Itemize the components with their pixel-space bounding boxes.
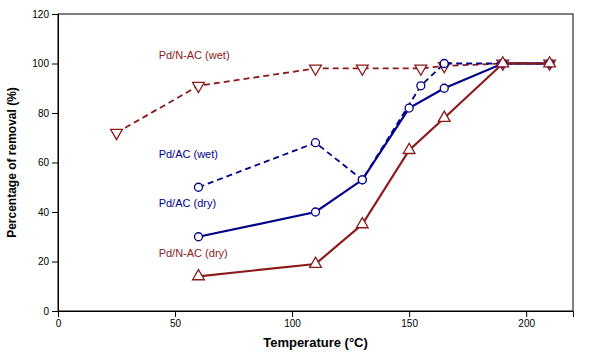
tick: 100 bbox=[284, 311, 301, 329]
tick-label: 50 bbox=[170, 318, 182, 329]
tick-label: 0 bbox=[56, 318, 62, 329]
tick: 50 bbox=[170, 311, 182, 329]
annotation: Pd/N-AC (dry) bbox=[159, 247, 228, 259]
tick-label: 40 bbox=[38, 207, 50, 218]
tick: 0 bbox=[43, 306, 58, 317]
tick-label: 60 bbox=[38, 157, 50, 168]
marker bbox=[312, 139, 320, 147]
tick-mark bbox=[52, 113, 58, 114]
x-axis: 0 50 100 150 200 bbox=[56, 311, 574, 329]
series-layer bbox=[111, 57, 556, 280]
tick: 100 bbox=[32, 58, 58, 69]
series-line bbox=[198, 64, 549, 188]
marker bbox=[544, 57, 556, 67]
tick-label: 100 bbox=[32, 58, 49, 69]
tick: 0 bbox=[56, 311, 62, 329]
tick: 150 bbox=[401, 311, 418, 329]
y-axis: 0 20 40 60 80 100 120 bbox=[32, 9, 58, 317]
marker bbox=[193, 270, 205, 280]
tick-mark bbox=[175, 311, 176, 317]
marker bbox=[497, 57, 509, 67]
x-axis-title: Temperature (°C) bbox=[263, 335, 368, 350]
tick: 60 bbox=[38, 157, 58, 168]
tick-mark bbox=[409, 311, 410, 317]
tick: 120 bbox=[32, 9, 58, 20]
marker bbox=[310, 65, 322, 75]
series-line bbox=[198, 64, 549, 237]
tick-label: 120 bbox=[32, 9, 49, 20]
marker bbox=[111, 129, 123, 139]
tick-mark bbox=[52, 163, 58, 164]
marker bbox=[194, 233, 202, 241]
tick-label: 20 bbox=[38, 256, 50, 267]
marker bbox=[356, 218, 368, 228]
series-line bbox=[117, 64, 550, 133]
tick-mark bbox=[52, 212, 58, 213]
axis-line bbox=[52, 15, 59, 312]
marker bbox=[312, 208, 320, 216]
marker bbox=[356, 65, 368, 75]
marker bbox=[438, 111, 450, 121]
tick-mark bbox=[52, 14, 58, 15]
axis-line bbox=[59, 312, 574, 318]
annotation: Pd/AC (dry) bbox=[159, 197, 216, 209]
marker bbox=[194, 183, 202, 191]
tick-mark bbox=[526, 311, 527, 317]
tick-mark bbox=[52, 311, 58, 312]
plot-frame bbox=[58, 14, 573, 311]
marker bbox=[415, 65, 427, 75]
tick: 200 bbox=[518, 311, 535, 329]
tick: 40 bbox=[38, 207, 58, 218]
plot-area: 0 50 100 150 200 0 20 40 60 80 100 120 Pd/N-AC (wet)… bbox=[32, 9, 573, 329]
tick-mark bbox=[52, 262, 58, 263]
annotation: Pd/N-AC (wet) bbox=[159, 49, 230, 61]
marker bbox=[440, 60, 448, 68]
annotation: Pd/AC (wet) bbox=[159, 148, 218, 160]
chart: 0 50 100 150 200 0 20 40 60 80 100 120 Pd/N-AC (wet)… bbox=[0, 0, 591, 357]
series-line bbox=[198, 64, 549, 277]
y-axis-title: Percentage of removal (%) bbox=[5, 87, 19, 238]
tick-label: 0 bbox=[43, 306, 49, 317]
tick-label: 80 bbox=[38, 108, 50, 119]
tick-mark bbox=[292, 311, 293, 317]
tick: 80 bbox=[38, 108, 58, 119]
marker bbox=[417, 82, 425, 90]
marker bbox=[358, 176, 366, 184]
marker bbox=[358, 176, 366, 184]
marker bbox=[310, 257, 322, 267]
tick-label: 100 bbox=[284, 318, 301, 329]
marker bbox=[440, 84, 448, 92]
annotations: Pd/N-AC (wet) Pd/AC (wet) Pd/AC (dry) Pd/N-… bbox=[159, 49, 230, 259]
tick: 20 bbox=[38, 256, 58, 267]
tick-label: 150 bbox=[401, 318, 418, 329]
tick-mark bbox=[52, 64, 58, 65]
marker bbox=[193, 82, 205, 92]
marker bbox=[405, 104, 413, 112]
marker bbox=[403, 143, 415, 153]
tick-label: 200 bbox=[518, 318, 535, 329]
